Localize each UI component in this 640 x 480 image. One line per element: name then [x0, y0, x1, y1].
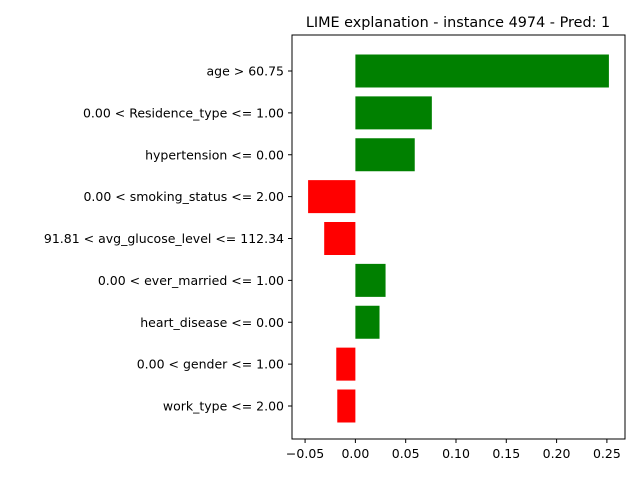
y-tick-label: 0.00 < ever_married <= 1.00	[98, 273, 284, 288]
y-tick-label: 0.00 < smoking_status <= 2.00	[83, 189, 284, 204]
bar	[308, 180, 356, 214]
y-tick-label: work_type <= 2.00	[163, 399, 284, 414]
bar	[355, 96, 432, 130]
chart-title: LIME explanation - instance 4974 - Pred:…	[306, 15, 610, 31]
x-ticks: −0.05 0.00 0.05 0.10 0.15 0.20 0.25	[286, 439, 621, 461]
bar	[355, 54, 609, 88]
bar	[336, 347, 356, 381]
x-tick-label: 0.10	[442, 446, 470, 461]
x-tick-label: 0.05	[392, 446, 420, 461]
y-tick-label: 0.00 < Residence_type <= 1.00	[83, 105, 284, 120]
y-tick-label: 0.00 < gender <= 1.00	[137, 357, 284, 372]
y-tick-labels: age > 60.75 0.00 < Residence_type <= 1.00…	[44, 64, 292, 414]
bar	[355, 305, 380, 339]
y-tick-label: age > 60.75	[207, 64, 285, 79]
x-tick-label: −0.05	[286, 446, 324, 461]
plot-frame	[291, 34, 626, 440]
bar	[337, 389, 356, 423]
x-tick-label: 0.20	[543, 446, 571, 461]
x-tick-label: 0.25	[593, 446, 621, 461]
x-tick-label: 0.15	[492, 446, 520, 461]
x-tick-label: 0.00	[341, 446, 369, 461]
bar	[355, 263, 386, 297]
bar	[355, 138, 415, 172]
y-tick-label: 91.81 < avg_glucose_level <= 112.34	[44, 231, 284, 246]
y-tick-label: heart_disease <= 0.00	[140, 315, 284, 330]
bars-group	[308, 54, 609, 423]
y-tick-label: hypertension <= 0.00	[145, 147, 284, 162]
bar	[324, 222, 356, 255]
